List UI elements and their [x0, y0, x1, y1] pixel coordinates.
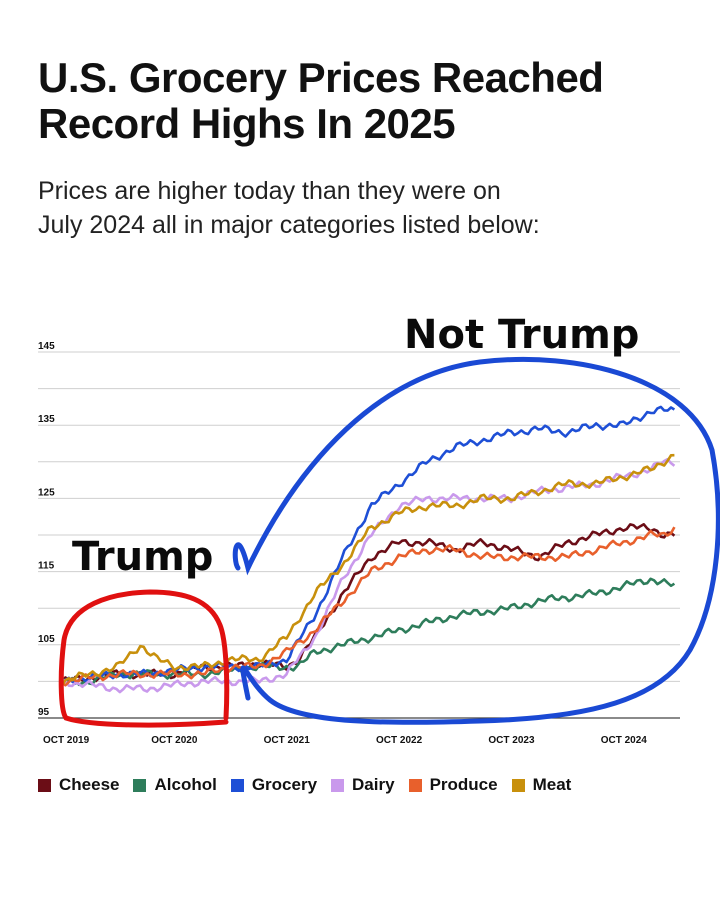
- series-line-grocery: [61, 405, 676, 685]
- legend-swatch: [38, 778, 51, 792]
- series-line-dairy: [61, 457, 676, 694]
- legend: Cheese Alcohol Grocery Dairy Produce Meat: [38, 775, 585, 795]
- trump-label: Trump: [72, 534, 213, 580]
- x-tick-label: OCT 2022: [376, 735, 423, 746]
- y-axis-ticks: 95 105 115 125 135 145: [38, 341, 55, 718]
- legend-label: Meat: [532, 775, 572, 794]
- page-subtitle: Prices are higher today than they were o…: [38, 174, 688, 242]
- y-tick-label: 145: [38, 341, 55, 352]
- legend-item-produce: Produce: [408, 775, 498, 795]
- x-tick-label: OCT 2023: [488, 735, 535, 746]
- series-line-produce: [61, 526, 676, 687]
- y-tick-label: 115: [38, 561, 55, 572]
- legend-swatch: [133, 778, 147, 792]
- legend-label: Produce: [429, 775, 498, 794]
- legend-label: Cheese: [59, 775, 120, 794]
- y-tick-label: 135: [38, 414, 55, 425]
- legend-item-dairy: Dairy: [331, 775, 395, 795]
- legend-label: Dairy: [352, 775, 395, 794]
- legend-item-grocery: Grocery: [230, 775, 318, 795]
- legend-item-meat: Meat: [511, 775, 572, 795]
- not-trump-circle: [232, 357, 720, 725]
- legend-label: Alcohol: [154, 775, 217, 794]
- subtitle-line-2: July 2024 all in major categories listed…: [38, 211, 540, 239]
- legend-label: Grocery: [251, 775, 318, 794]
- x-tick-label: OCT 2024: [601, 735, 648, 746]
- legend-item-cheese: Cheese: [38, 775, 119, 795]
- annotations: Not Trump Trump: [58, 312, 720, 728]
- legend-swatch: [408, 778, 422, 792]
- y-tick-label: 95: [38, 707, 50, 718]
- x-tick-label: OCT 2019: [43, 735, 90, 746]
- y-tick-label: 125: [38, 487, 55, 498]
- series-line-meat: [60, 453, 675, 687]
- not-trump-label: Not Trump: [404, 312, 639, 358]
- trump-circle: [58, 589, 230, 728]
- legend-swatch: [331, 778, 345, 792]
- legend-swatch: [230, 778, 244, 792]
- subtitle-line-1: Prices are higher today than they were o…: [38, 177, 501, 205]
- y-tick-label: 105: [38, 634, 55, 645]
- x-tick-label: OCT 2020: [151, 735, 198, 746]
- title-line-1: U.S. Grocery Prices Reached: [38, 54, 604, 101]
- legend-swatch: [511, 778, 525, 792]
- x-axis-ticks: OCT 2019 OCT 2020 OCT 2021 OCT 2022 OCT 2023…: [43, 735, 647, 746]
- title-line-2: Record Highs In 2025: [38, 100, 456, 147]
- legend-item-alcohol: Alcohol: [133, 775, 217, 795]
- page-title: U.S. Grocery Prices Reached Record Highs…: [38, 55, 698, 147]
- x-tick-label: OCT 2021: [264, 735, 311, 746]
- series-lines: [60, 405, 676, 694]
